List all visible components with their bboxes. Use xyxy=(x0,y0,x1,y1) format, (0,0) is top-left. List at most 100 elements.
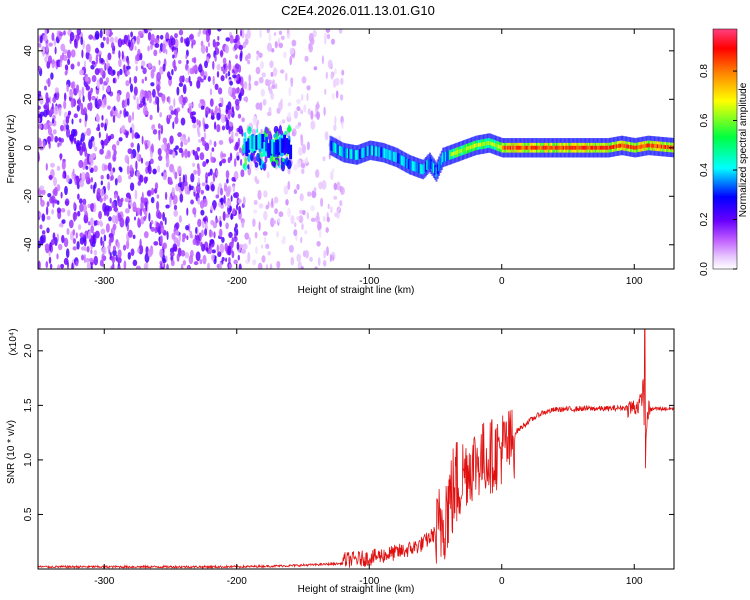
tone-core xyxy=(560,145,562,150)
heatmap-cell xyxy=(244,232,250,240)
heatmap-cell xyxy=(188,75,191,84)
heatmap-cell xyxy=(156,194,160,199)
tone-core xyxy=(504,145,507,150)
heatmap-cell xyxy=(139,238,142,249)
heatmap-cell xyxy=(62,173,65,179)
tone-core xyxy=(528,145,531,150)
heatmap-cell xyxy=(132,234,136,240)
tone-core xyxy=(552,145,555,150)
heatmap-cell xyxy=(52,129,57,135)
heatmap-cell xyxy=(207,75,211,82)
heatmap-cell xyxy=(101,114,104,121)
heatmap-cell xyxy=(204,142,210,151)
heatmap-cell xyxy=(171,187,175,197)
tone-band xyxy=(430,159,433,170)
heatmap-cell xyxy=(222,211,226,221)
tone-core xyxy=(554,145,557,150)
heatmap-cell xyxy=(133,94,136,100)
heatmap-cell xyxy=(227,101,232,110)
heatmap-cell xyxy=(46,227,50,234)
heatmap-cell xyxy=(255,246,258,255)
heatmap-x-ticks: -300 -200 -100 0 100 xyxy=(94,29,643,287)
heatmap-cell xyxy=(40,195,43,203)
heatmap-cell xyxy=(264,155,268,164)
heatmap-cell xyxy=(125,208,129,214)
tone-core xyxy=(489,141,492,146)
tone-core xyxy=(627,144,630,149)
heatmap-cell xyxy=(213,231,216,239)
heatmap-cell xyxy=(106,173,110,180)
heatmap-cell xyxy=(151,143,154,153)
heatmap-cell xyxy=(162,137,167,144)
heatmap-cell xyxy=(330,205,333,214)
tone-core xyxy=(617,144,619,149)
heatmap-cell xyxy=(126,70,131,76)
heatmap-cell xyxy=(111,144,117,151)
tone-core xyxy=(601,145,604,150)
heatmap-cell xyxy=(88,164,92,170)
heatmap-cell xyxy=(322,156,326,162)
heatmap-cell xyxy=(173,199,176,205)
tone-core xyxy=(493,142,496,147)
heatmap-cell xyxy=(112,114,116,123)
heatmap-cell xyxy=(145,201,148,211)
heatmap-cell xyxy=(64,185,68,196)
heatmap-cell xyxy=(152,168,157,175)
heatmap-cell xyxy=(231,106,234,113)
heatmap-cell xyxy=(70,49,76,58)
tone-band xyxy=(361,148,364,158)
heatmap-cell xyxy=(220,197,224,206)
tone-core xyxy=(479,142,482,147)
heatmap-cell xyxy=(229,205,233,212)
tone-core xyxy=(519,145,521,150)
heatmap-cell xyxy=(92,233,95,244)
tone-core xyxy=(631,145,634,150)
heatmap-cell xyxy=(341,121,344,129)
heatmap-cell xyxy=(244,38,249,46)
onset-blob xyxy=(281,138,285,153)
tone-core xyxy=(511,145,513,150)
heatmap-cell xyxy=(182,232,187,240)
heatmap-cell xyxy=(210,205,214,211)
tone-band xyxy=(344,148,347,158)
heatmap-cell xyxy=(127,229,133,238)
heatmap-cell xyxy=(265,204,269,210)
heatmap-cell xyxy=(192,123,197,129)
heatmap-cell xyxy=(174,171,178,180)
tone-band xyxy=(332,142,335,152)
heatmap-cell xyxy=(90,265,93,269)
heatmap-cell xyxy=(123,64,126,74)
heatmap-cell xyxy=(252,218,256,228)
heatmap-cell xyxy=(261,72,266,78)
heatmap-cell xyxy=(339,200,343,207)
heatmap-cell xyxy=(306,211,309,220)
heatmap-cell xyxy=(198,102,202,109)
heatmap-cell xyxy=(70,63,75,70)
heatmap-cell xyxy=(195,184,201,194)
heatmap-cell xyxy=(225,108,229,114)
heatmap-cell xyxy=(165,48,168,55)
y-tick-label: 1.5 xyxy=(23,398,34,412)
heatmap-cell xyxy=(326,33,331,40)
tone-core xyxy=(602,145,605,150)
heatmap-cell xyxy=(90,87,93,93)
heatmap-cell xyxy=(270,217,275,228)
snr-background xyxy=(38,329,674,569)
tone-core xyxy=(545,145,548,150)
heatmap-cell xyxy=(200,44,206,54)
tone-band xyxy=(407,159,410,169)
heatmap-cell xyxy=(117,212,121,219)
heatmap-cell xyxy=(131,111,135,121)
heatmap-cell xyxy=(185,77,190,83)
heatmap-cell xyxy=(38,117,41,123)
tone-core xyxy=(484,141,487,146)
heatmap-cell xyxy=(204,228,208,236)
heatmap-cell xyxy=(125,239,130,250)
heatmap-cell xyxy=(126,65,131,70)
heatmap-cell xyxy=(233,259,238,265)
heatmap-cell xyxy=(49,96,52,105)
heatmap-cell xyxy=(263,190,268,198)
tone-core xyxy=(642,144,645,149)
heatmap-cell xyxy=(315,169,320,178)
heatmap-cell xyxy=(296,98,301,105)
